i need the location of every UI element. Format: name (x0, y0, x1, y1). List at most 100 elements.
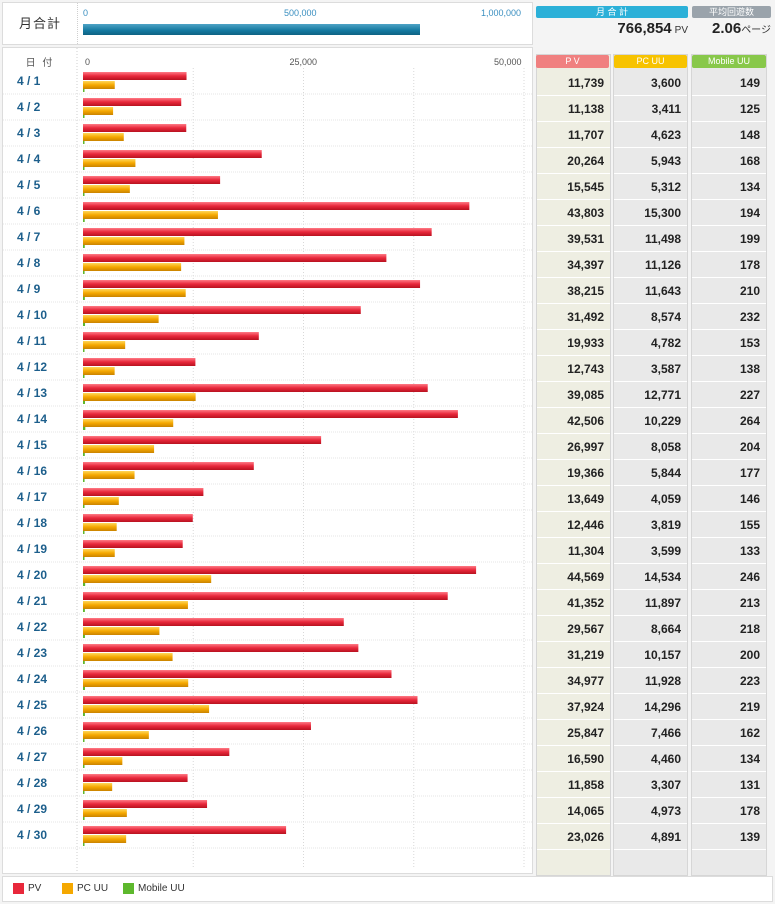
bar-pc-uu (83, 731, 149, 739)
bar-pc-uu (83, 107, 114, 115)
pv-cell: 44,569 (537, 564, 610, 590)
date-label: 4 / 20 (17, 568, 47, 582)
monthly-stat-header: 月 合 計 (536, 6, 688, 18)
pv-cell: 25,847 (537, 720, 610, 746)
bar-pc-uu (83, 237, 185, 245)
pv-cell: 26,997 (537, 434, 610, 460)
monthly-stat-unit: PV (674, 25, 688, 36)
mobile-uu-cell: 177 (692, 460, 766, 486)
bar-mobile-uu (83, 687, 85, 690)
date-label: 4 / 7 (17, 230, 41, 244)
bar-pc-uu (83, 523, 117, 531)
bar-mobile-uu (83, 739, 85, 742)
pv-cell: 38,215 (537, 278, 610, 304)
mobile-uu-cell: 218 (692, 616, 766, 642)
pv-cell: 39,531 (537, 226, 610, 252)
pc-uu-column: 3,600 3,411 4,623 5,943 5,312 15,300 11,498 11,… (613, 54, 688, 876)
bar-mobile-uu (83, 89, 85, 92)
bar-mobile-uu (83, 609, 85, 612)
mobile-uu-cell: 134 (692, 746, 766, 772)
mobile-uu-cell: 138 (692, 356, 766, 382)
legend-swatch-pv (13, 883, 24, 894)
bar-pv (83, 98, 182, 106)
date-label: 4 / 27 (17, 750, 47, 764)
bar-pc-uu (83, 783, 113, 791)
bar-mobile-uu (83, 323, 86, 326)
bar-mobile-uu (83, 245, 85, 248)
bar-pc-uu (83, 679, 189, 687)
bar-pv (83, 696, 418, 704)
bar-pc-uu (83, 185, 130, 193)
bar-pv (83, 748, 230, 756)
pv-cell: 43,803 (537, 200, 610, 226)
bar-pv (83, 150, 262, 158)
bar-pv (83, 358, 196, 366)
pc-uu-cell: 10,229 (614, 408, 687, 434)
pc-uu-cell: 4,059 (614, 486, 687, 512)
legend-item-pc-uu: PC UU (62, 883, 108, 895)
pc-uu-cell: 4,623 (614, 122, 687, 148)
bar-pc-uu (83, 757, 123, 765)
pc-uu-cell: 8,058 (614, 434, 687, 460)
bar-pc-uu (83, 367, 115, 375)
date-label: 4 / 18 (17, 516, 47, 530)
pv-cell: 20,264 (537, 148, 610, 174)
date-label: 4 / 29 (17, 802, 47, 816)
bar-pv (83, 566, 477, 574)
mobile-uu-cell: 199 (692, 226, 766, 252)
pv-cell: 39,085 (537, 382, 610, 408)
monthly-summary-panel: 月合計 0 500,000 1,000,000 (2, 2, 533, 45)
bar-pc-uu (83, 315, 159, 323)
date-label: 4 / 22 (17, 620, 47, 634)
bar-pc-uu (83, 133, 124, 141)
pc-uu-cell: 4,460 (614, 746, 687, 772)
bar-pc-uu (83, 419, 174, 427)
mobile-uu-cell: 204 (692, 434, 766, 460)
mobile-uu-column-header: Mobile UU (692, 55, 766, 68)
date-label: 4 / 10 (17, 308, 47, 322)
pv-cell: 11,858 (537, 772, 610, 798)
pc-uu-cell: 3,307 (614, 772, 687, 798)
bar-pc-uu (83, 341, 126, 349)
pv-cell: 16,590 (537, 746, 610, 772)
pc-uu-cell: 3,599 (614, 538, 687, 564)
daily-bar-chart: 0 25,000 50,000 4 / 1 4 / 2 4 / 3 4 / 4 4 / 5 4 … (3, 48, 532, 873)
pv-cell: 11,707 (537, 122, 610, 148)
bar-pv (83, 826, 287, 834)
date-label: 4 / 19 (17, 542, 47, 556)
pc-uu-cell: 14,534 (614, 564, 687, 590)
bar-pv (83, 462, 254, 470)
date-label: 4 / 16 (17, 464, 47, 478)
pv-cell: 11,304 (537, 538, 610, 564)
pv-column: 11,739 11,138 11,707 20,264 15,545 43,803 39,5… (536, 54, 611, 876)
pc-uu-cell: 8,664 (614, 616, 687, 642)
legend-label-pc-uu: PC UU (77, 883, 109, 894)
bar-pv (83, 254, 387, 262)
bar-pv (83, 644, 359, 652)
pv-cell: 13,649 (537, 486, 610, 512)
mobile-uu-cell: 146 (692, 486, 766, 512)
pv-cell: 12,446 (537, 512, 610, 538)
pv-cell: 31,492 (537, 304, 610, 330)
mobile-uu-cell: 200 (692, 642, 766, 668)
mobile-uu-column: 149 125 148 168 134 194 199 178 210 232 153 138 227 2… (691, 54, 767, 876)
date-label: 4 / 13 (17, 386, 47, 400)
pc-uu-cell: 12,771 (614, 382, 687, 408)
avg-stat-number: 2.06 (711, 20, 742, 37)
pc-uu-cell: 4,891 (614, 824, 687, 850)
pv-column-header: P V (536, 55, 609, 68)
legend-item-pv: PV (13, 883, 41, 895)
bar-mobile-uu (83, 401, 86, 404)
pc-uu-cell: 11,897 (614, 590, 687, 616)
bar-pv (83, 514, 193, 522)
date-label: 4 / 11 (17, 334, 47, 348)
legend-label-mobile-uu: Mobile UU (138, 883, 185, 894)
mobile-uu-cell: 131 (692, 772, 766, 798)
pv-cell: 14,065 (537, 798, 610, 824)
date-label: 4 / 1 (17, 74, 41, 88)
bar-mobile-uu (83, 557, 85, 560)
pv-cell: 31,219 (537, 642, 610, 668)
pv-cell: 29,567 (537, 616, 610, 642)
pv-cell: 11,138 (537, 96, 610, 122)
pv-cell: 19,366 (537, 460, 610, 486)
